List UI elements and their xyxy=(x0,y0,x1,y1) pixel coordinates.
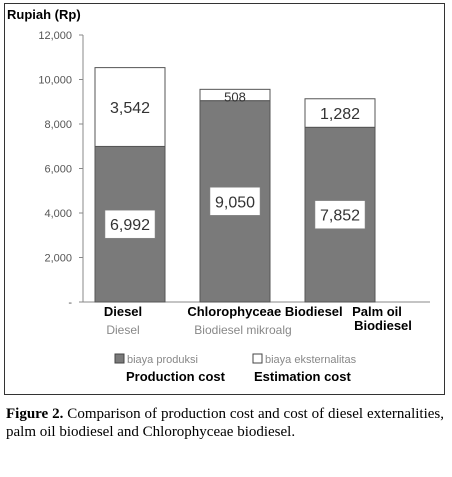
data-label-production: 9,050 xyxy=(215,194,255,211)
bar-estimation-cost xyxy=(94,67,166,147)
y-tick-label: 6,000 xyxy=(44,164,72,176)
data-label-production: 7,852 xyxy=(320,208,360,225)
bar-estimation-cost xyxy=(304,98,376,128)
bar-estimation-cost xyxy=(199,88,271,102)
legend-swatch-estimation xyxy=(252,353,263,364)
data-label-estimation: 508 xyxy=(224,89,246,104)
data-label-estimation: 1,282 xyxy=(320,106,360,123)
y-tick-label: 4,000 xyxy=(44,208,72,220)
legend-label-estimation-en: Estimation cost xyxy=(254,369,351,384)
legend-label-production: biaya produksi xyxy=(127,354,198,366)
y-tick-label: 12,000 xyxy=(38,30,72,42)
y-axis-label: Rupiah (Rp) xyxy=(7,7,81,22)
data-label-box xyxy=(209,187,261,216)
chart-frame: Rupiah (Rp) 12,000 10,000 8,000 6,000 4,000 2,… xyxy=(4,3,445,395)
caption-label: Figure 2. xyxy=(6,406,64,422)
y-tick-label: - xyxy=(68,297,72,309)
category-label-en: Chlorophyceae Biodiesel xyxy=(187,304,342,319)
legend-label-production-en: Production cost xyxy=(126,369,226,384)
data-label-production: 6,992 xyxy=(110,217,150,234)
stacked-bar-chart: Rupiah (Rp) 12,000 10,000 8,000 6,000 4,000 2,… xyxy=(7,7,430,384)
data-label-box xyxy=(314,200,366,229)
legend-label-estimation: biaya eksternalitas xyxy=(265,354,357,366)
category-label-id: Diesel xyxy=(106,323,139,337)
legend-swatch-production xyxy=(114,353,125,364)
category-label-en: Palm oil Biodiesel xyxy=(352,304,412,333)
y-tick-label: 10,000 xyxy=(38,75,72,87)
category-label-id: Biodiesel mikroalg xyxy=(194,323,291,337)
category-label-en: Diesel xyxy=(104,304,142,319)
data-label-box xyxy=(104,209,156,239)
figure-caption: Figure 2. Comparison of production cost … xyxy=(6,405,444,441)
y-tick-label: 8,000 xyxy=(44,119,72,131)
y-tick-label: 2,000 xyxy=(44,253,72,265)
data-label-estimation: 3,542 xyxy=(110,100,150,117)
caption-text: Comparison of production cost and cost o… xyxy=(6,406,444,440)
